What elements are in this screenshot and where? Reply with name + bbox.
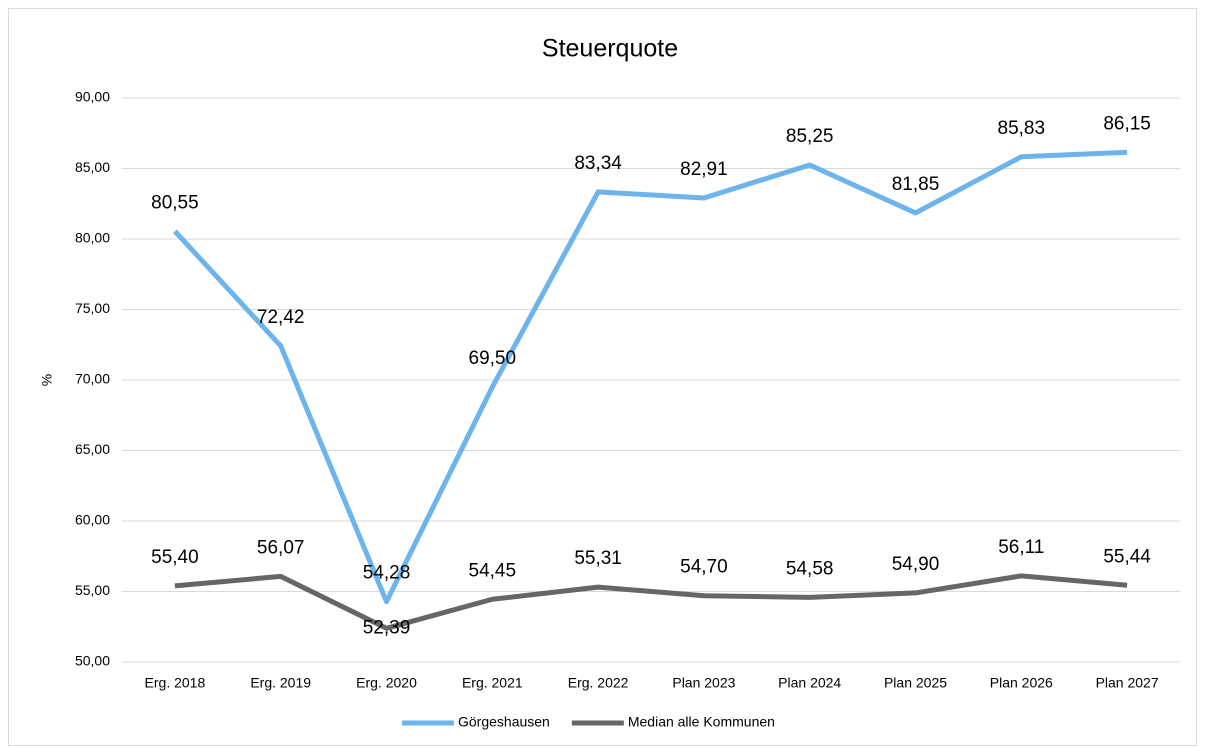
x-tick-label: Erg. 2021 bbox=[462, 675, 523, 691]
data-label: 54,70 bbox=[680, 557, 728, 578]
x-tick-label: Erg. 2018 bbox=[145, 675, 206, 691]
data-label: 55,44 bbox=[1103, 546, 1151, 567]
series-line bbox=[174, 573, 1128, 631]
x-tick-label: Erg. 2020 bbox=[356, 675, 417, 691]
legend-label: Median alle Kommunen bbox=[628, 714, 775, 730]
data-label: 85,25 bbox=[786, 126, 834, 147]
chart-title: Steuerquote bbox=[542, 35, 678, 63]
y-tick-label: 85,00 bbox=[75, 159, 110, 175]
data-label: 56,11 bbox=[998, 537, 1044, 558]
data-label: 80,55 bbox=[151, 192, 199, 213]
data-label: 52,39 bbox=[363, 617, 411, 638]
data-label: 72,42 bbox=[257, 307, 305, 328]
chart-frame bbox=[8, 8, 1197, 746]
legend-label: Görgeshausen bbox=[458, 714, 550, 730]
data-label: 56,07 bbox=[257, 537, 305, 558]
x-tick-label: Erg. 2022 bbox=[568, 675, 629, 691]
data-label: 55,31 bbox=[574, 548, 622, 569]
data-label: 54,45 bbox=[469, 560, 517, 581]
x-tick-label: Plan 2026 bbox=[990, 675, 1053, 691]
x-tick-label: Plan 2023 bbox=[672, 675, 735, 691]
data-label: 85,83 bbox=[998, 118, 1046, 139]
y-tick-label: 70,00 bbox=[75, 371, 110, 387]
data-label: 54,58 bbox=[786, 558, 834, 579]
data-label: 82,91 bbox=[680, 159, 728, 180]
y-tick-label: 60,00 bbox=[75, 512, 110, 528]
series-line bbox=[173, 149, 1128, 605]
data-label: 69,50 bbox=[469, 348, 517, 369]
y-tick-label: 75,00 bbox=[75, 300, 110, 316]
data-label: 83,34 bbox=[574, 153, 622, 174]
y-tick-label: 65,00 bbox=[75, 441, 110, 457]
x-tick-label: Plan 2027 bbox=[1096, 675, 1159, 691]
data-label: 81,85 bbox=[892, 174, 940, 195]
data-label: 86,15 bbox=[1103, 113, 1151, 134]
x-tick-label: Plan 2024 bbox=[778, 675, 841, 691]
y-tick-label: 90,00 bbox=[75, 89, 110, 105]
y-tick-label: 55,00 bbox=[75, 582, 110, 598]
y-axis-title: % bbox=[39, 374, 55, 386]
x-tick-label: Plan 2025 bbox=[884, 675, 947, 691]
y-tick-label: 50,00 bbox=[75, 653, 110, 669]
data-label: 54,90 bbox=[892, 554, 940, 575]
y-tick-label: 80,00 bbox=[75, 230, 110, 246]
data-label: 55,40 bbox=[151, 547, 199, 568]
x-tick-label: Erg. 2019 bbox=[250, 675, 311, 691]
data-label: 54,28 bbox=[363, 563, 411, 584]
